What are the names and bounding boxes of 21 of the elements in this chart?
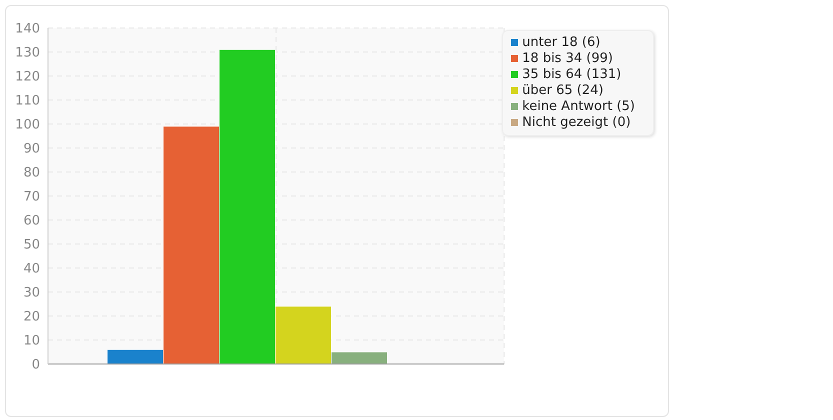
legend-label: über 65 (24) (522, 83, 604, 98)
y-tick-label: 90 (23, 142, 40, 157)
y-tick-label: 80 (23, 166, 40, 181)
y-tick-label: 120 (15, 70, 40, 85)
legend-label: unter 18 (6) (522, 35, 600, 50)
legend-label: keine Antwort (5) (522, 99, 635, 114)
y-tick-label: 100 (15, 118, 40, 133)
y-tick-label: 50 (23, 238, 40, 253)
y-tick-label: 0 (32, 358, 40, 373)
y-tick-label: 10 (23, 334, 40, 349)
y-tick-label: 140 (15, 22, 40, 37)
legend-label: Nicht gezeigt (0) (522, 115, 631, 130)
y-tick-label: 30 (23, 286, 40, 301)
y-tick-label: 40 (23, 262, 40, 277)
y-tick-label: 110 (15, 94, 40, 109)
y-tick-label: 70 (23, 190, 40, 205)
y-tick-label: 60 (23, 214, 40, 229)
y-tick-label: 130 (15, 46, 40, 61)
legend-label: 18 bis 34 (99) (522, 51, 613, 66)
y-tick-label: 20 (23, 310, 40, 325)
legend-label: 35 bis 64 (131) (522, 67, 622, 82)
